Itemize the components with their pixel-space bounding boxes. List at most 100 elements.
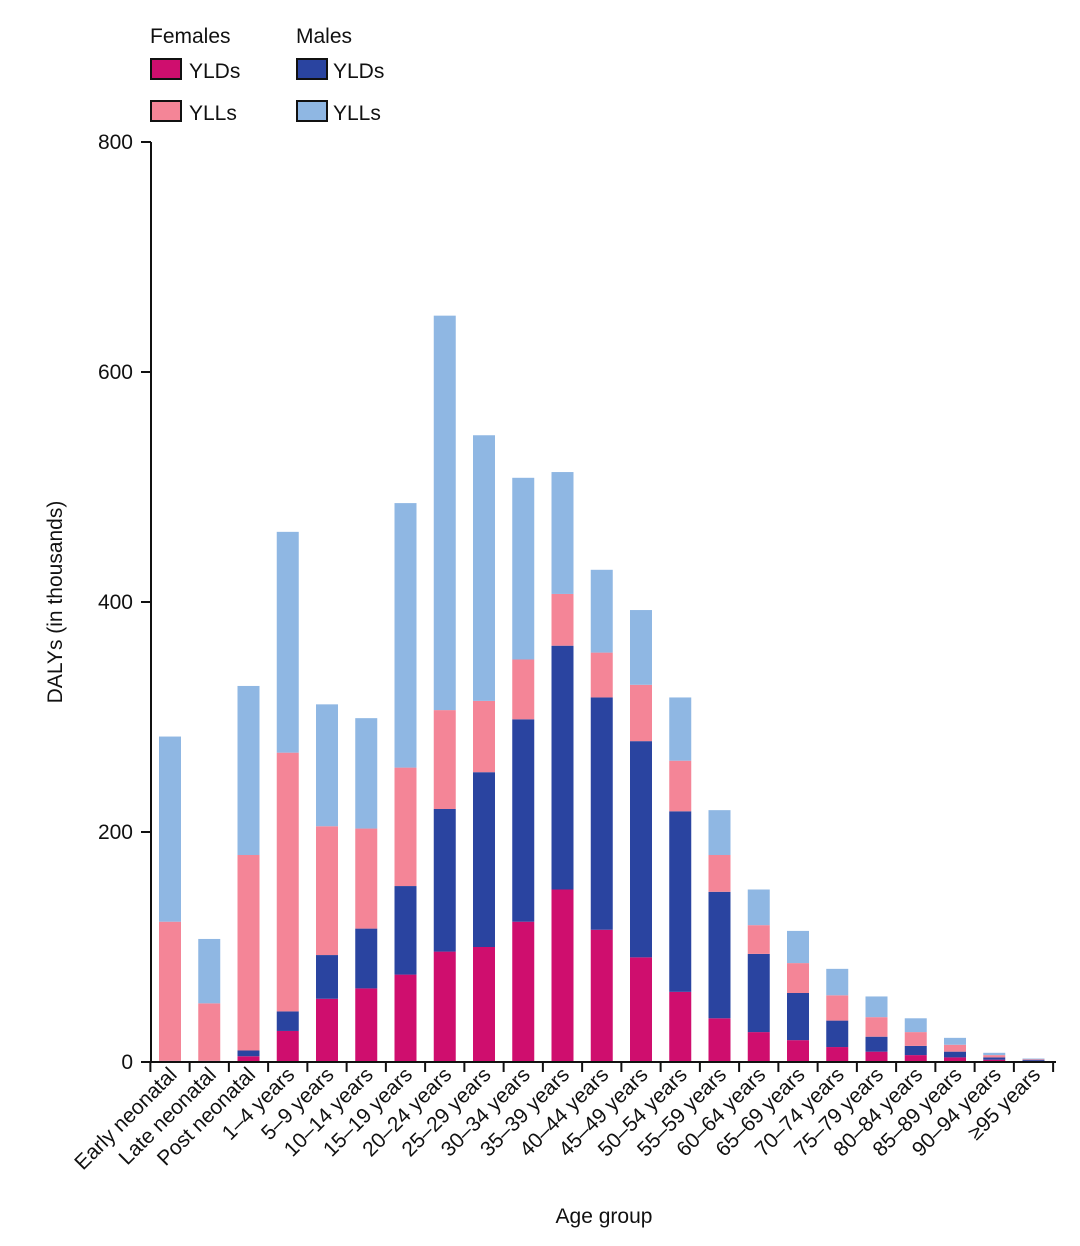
legend-label-females-ylds: YLDs — [189, 60, 240, 83]
bar-40-44-years-males-ylds — [590, 697, 613, 930]
bar-85-89-years-males-ylds — [944, 1051, 966, 1058]
bar-1-4-years-females-ylls — [276, 752, 299, 1012]
legend-label-females-ylls: YLLs — [189, 102, 237, 125]
bar-1-4-years-females-ylds — [276, 1030, 299, 1062]
bar-80-84-years-females-ylds — [904, 1055, 927, 1062]
y-tick-label-800: 800 — [98, 131, 133, 154]
bar-5-9-years-males-ylls — [316, 704, 338, 827]
bar-60-64-years-males-ylds — [747, 953, 770, 1033]
bar-50-54-years-males-ylds — [669, 811, 692, 992]
bar-50-54-years-males-ylls — [669, 697, 692, 761]
bar-65-69-years-males-ylds — [787, 993, 809, 1041]
bar-30-34-years-females-ylls — [512, 659, 535, 720]
legend-swatch-males-ylls — [296, 100, 328, 122]
bar-40-44-years-females-ylls — [590, 652, 613, 698]
bar-post-neonatal-males-ylls — [237, 685, 260, 855]
bar-80-84-years-males-ylls — [904, 1018, 927, 1033]
bar-45-49-years-males-ylls — [630, 610, 652, 685]
bar-20-24-years-males-ylds — [433, 809, 456, 952]
bar-45-49-years-females-ylds — [630, 957, 652, 1062]
bar-early-neonatal-males-ylls — [159, 736, 181, 922]
legend-swatch-females-ylls — [150, 100, 182, 122]
y-tick-label-0: 0 — [121, 1051, 133, 1074]
bar-5-9-years-females-ylls — [316, 826, 338, 956]
bar-40-44-years-females-ylds — [590, 929, 613, 1062]
bar-75-79-years-females-ylls — [865, 1017, 888, 1037]
bar-80-84-years-males-ylds — [904, 1045, 927, 1056]
bar-5-9-years-females-ylds — [316, 998, 338, 1062]
bar-55-59-years-males-ylds — [708, 891, 731, 1019]
bar-10-14-years-females-ylls — [355, 828, 378, 929]
bar-85-89-years-females-ylds — [944, 1057, 966, 1062]
bar-90-94-years-males-ylds — [983, 1057, 1006, 1060]
bar-65-69-years-males-ylls — [787, 930, 809, 964]
bar-1-4-years-males-ylds — [276, 1011, 299, 1031]
legend-group-females-label: Females — [150, 25, 231, 48]
legend-label-males-ylds: YLDs — [333, 60, 384, 83]
y-tick-label-600: 600 — [98, 361, 133, 384]
bar-15-19-years-males-ylds — [394, 886, 417, 975]
bar-25-29-years-females-ylds — [473, 947, 495, 1062]
bar-post-neonatal-males-ylds — [237, 1050, 260, 1057]
bar-55-59-years-females-ylds — [708, 1018, 731, 1062]
bars-layer — [159, 315, 1045, 1062]
bar-75-79-years-females-ylds — [865, 1051, 888, 1062]
bar-late-neonatal-males-ylls — [198, 938, 221, 1004]
bar-30-34-years-females-ylds — [512, 921, 535, 1062]
bar-25-29-years-females-ylls — [473, 700, 495, 773]
bar-90-94-years-females-ylds — [983, 1059, 1006, 1062]
bar-35-39-years-males-ylls — [551, 472, 574, 594]
legend-label-males-ylls: YLLs — [333, 102, 381, 125]
legend-swatch-females-ylds — [150, 58, 182, 80]
bar-5-9-years-males-ylds — [316, 955, 338, 999]
bar-65-69-years-females-ylls — [787, 963, 809, 993]
bar-45-49-years-females-ylls — [630, 684, 652, 742]
bar-70-74-years-females-ylds — [826, 1047, 849, 1062]
bar-35-39-years-females-ylds — [551, 889, 574, 1062]
bar-90-94-years-females-ylls — [983, 1055, 1006, 1058]
bar-15-19-years-females-ylls — [394, 767, 417, 887]
bar-85-89-years-females-ylls — [944, 1044, 966, 1052]
bar-post-neonatal-females-ylds — [237, 1056, 260, 1062]
y-tick-label-400: 400 — [98, 591, 133, 614]
bar-ge-95-years-males-ylds — [1022, 1059, 1045, 1061]
bar-ge-95-years-females-ylls — [1022, 1059, 1045, 1060]
bar-30-34-years-males-ylls — [512, 477, 535, 660]
bar-75-79-years-males-ylls — [865, 996, 888, 1018]
bar-20-24-years-males-ylls — [433, 315, 456, 711]
bar-40-44-years-males-ylls — [590, 569, 613, 653]
bar-70-74-years-males-ylls — [826, 968, 849, 996]
bar-70-74-years-males-ylds — [826, 1020, 849, 1048]
legend-swatch-males-ylds — [296, 58, 328, 80]
bar-25-29-years-males-ylls — [473, 435, 495, 701]
bar-15-19-years-females-ylds — [394, 974, 417, 1062]
bar-post-neonatal-females-ylls — [237, 855, 260, 1051]
bar-55-59-years-males-ylls — [708, 810, 731, 855]
bar-10-14-years-males-ylds — [355, 928, 378, 989]
bar-55-59-years-females-ylls — [708, 855, 731, 892]
bar-50-54-years-females-ylds — [669, 991, 692, 1062]
bar-early-neonatal-females-ylls — [159, 921, 181, 1061]
bar-70-74-years-females-ylls — [826, 995, 849, 1021]
y-axis-label: DALYs (in thousands) — [44, 501, 67, 704]
bar-85-89-years-males-ylls — [944, 1037, 966, 1045]
bar-10-14-years-females-ylds — [355, 988, 378, 1062]
legend: Females YLDs YLLs Males YLDs YLLs — [150, 25, 384, 125]
bar-30-34-years-males-ylds — [512, 719, 535, 922]
x-axis-label: Age group — [556, 1205, 653, 1228]
bar-25-29-years-males-ylds — [473, 772, 495, 947]
y-tick-label-200: 200 — [98, 821, 133, 844]
bar-45-49-years-males-ylds — [630, 741, 652, 958]
bar-75-79-years-males-ylds — [865, 1036, 888, 1052]
bar-35-39-years-females-ylls — [551, 593, 574, 646]
bar-15-19-years-males-ylls — [394, 503, 417, 768]
bar-1-4-years-males-ylls — [276, 531, 299, 753]
bar-35-39-years-males-ylds — [551, 645, 574, 890]
bar-10-14-years-males-ylls — [355, 718, 378, 829]
bar-20-24-years-females-ylls — [433, 710, 456, 809]
bar-60-64-years-females-ylls — [747, 925, 770, 954]
bar-ge-95-years-males-ylls — [1022, 1058, 1045, 1060]
